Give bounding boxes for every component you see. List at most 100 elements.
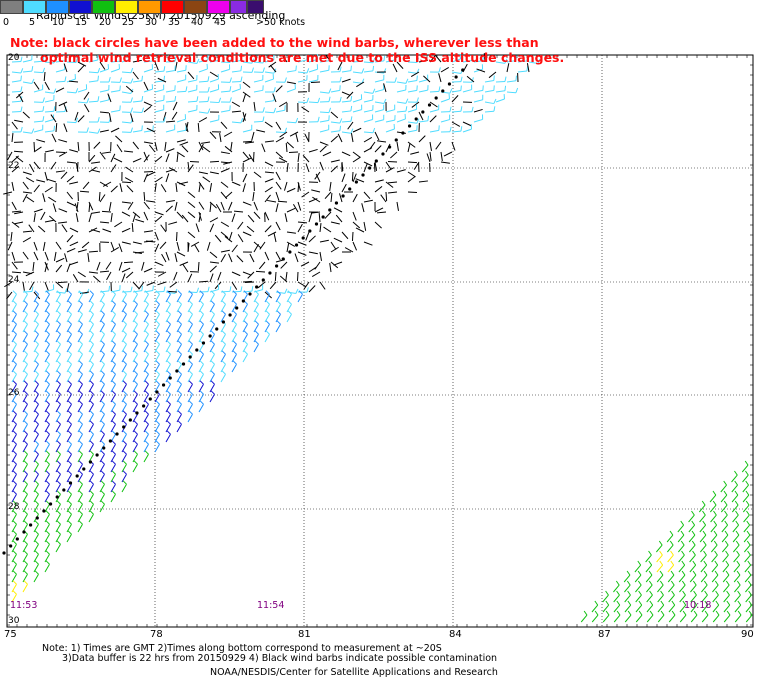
wind-barb: [108, 201, 112, 211]
wind-barb: [484, 75, 495, 83]
wind-barb: [69, 261, 79, 266]
wind-barb: [154, 155, 163, 163]
legend-label: 10: [52, 17, 65, 28]
wind-barb: [143, 191, 146, 202]
wind-barb: [14, 119, 24, 123]
wind-barb: [11, 370, 17, 383]
wind-barb: [323, 226, 332, 233]
wind-barb: [175, 231, 178, 242]
wind-barb: [113, 157, 123, 163]
wind-barb: [198, 400, 204, 413]
wind-barb: [231, 55, 242, 63]
contamination-circle: [454, 75, 458, 79]
wind-barb: [185, 123, 189, 133]
wind-barb: [88, 271, 98, 274]
wind-barb: [248, 154, 255, 163]
wind-barb: [699, 520, 707, 533]
wind-barb: [132, 59, 142, 63]
wind-barb: [451, 121, 461, 127]
wind-barb: [744, 570, 752, 583]
lat-label: 26: [8, 388, 20, 398]
wind-barb: [77, 520, 83, 533]
wind-barb: [11, 580, 17, 593]
wind-barb: [88, 116, 100, 123]
wind-barb: [99, 460, 105, 473]
wind-barb: [22, 520, 28, 533]
wind-barb: [175, 183, 178, 193]
wind-barb: [721, 540, 729, 553]
wind-barb: [154, 380, 160, 393]
wind-barb: [311, 271, 321, 277]
wind-barb: [121, 78, 134, 84]
wind-barb: [407, 104, 418, 113]
wind-barb: [66, 370, 72, 383]
wind-barb: [157, 281, 167, 286]
wind-barb: [179, 181, 189, 185]
wind-barb: [346, 91, 354, 99]
wind-barb: [656, 550, 663, 563]
wind-barb: [173, 271, 178, 281]
wind-barb: [99, 85, 110, 93]
contamination-circle: [341, 194, 345, 198]
wind-barb: [187, 84, 198, 93]
wind-barb: [74, 203, 79, 213]
wind-barb: [165, 340, 171, 353]
wind-barb: [22, 181, 29, 190]
wind-barb: [165, 420, 171, 433]
wind-barb: [154, 61, 159, 71]
wind-barb: [187, 105, 198, 113]
wind-barb: [275, 203, 279, 213]
wind-barb: [121, 201, 131, 204]
wind-barb: [88, 320, 94, 333]
wind-barb: [220, 290, 226, 303]
wind-barb: [231, 290, 237, 303]
wind-barb: [33, 67, 46, 74]
wind-barb: [720, 480, 727, 493]
wind-barb: [319, 161, 324, 171]
wind-barb: [247, 271, 255, 279]
wind-barb: [88, 410, 94, 423]
wind-barb: [55, 370, 61, 383]
wind-barb: [209, 160, 220, 163]
wind-barb: [154, 141, 158, 151]
wind-barb: [121, 107, 133, 113]
wind-barb: [121, 360, 127, 373]
wind-barb: [231, 281, 238, 290]
wind-barb: [176, 139, 186, 143]
wind-barb: [423, 75, 431, 83]
wind-barb: [11, 380, 17, 393]
wind-barb: [81, 241, 90, 249]
wind-barb: [385, 123, 395, 133]
wind-barb: [176, 290, 182, 303]
wind-barb: [132, 125, 143, 133]
wind-barb: [656, 570, 664, 583]
wind-barb: [77, 127, 89, 133]
wind-barb: [44, 171, 48, 181]
wind-barb: [88, 166, 97, 173]
wind-barb: [154, 410, 160, 423]
wind-barb: [209, 203, 212, 213]
wind-barb: [55, 500, 61, 513]
wind-barb: [87, 253, 90, 263]
wind-barb: [308, 148, 318, 153]
wind-barb: [699, 530, 707, 543]
wind-barb: [613, 590, 620, 603]
wind-barb: [325, 54, 332, 63]
wind-barb: [11, 470, 17, 483]
wind-barb: [305, 231, 310, 241]
wind-barb: [44, 490, 50, 503]
wind-barb: [77, 390, 83, 403]
wind-barb: [11, 590, 17, 603]
wind-barb: [337, 61, 343, 71]
wind-barb: [264, 171, 275, 174]
wind-barb: [242, 124, 253, 133]
wind-barb: [63, 63, 68, 73]
wind-barb: [22, 350, 28, 363]
wind-barb: [154, 104, 165, 113]
wind-barb: [91, 211, 101, 214]
wind-barb: [351, 171, 354, 182]
wind-barb: [733, 550, 740, 563]
wind-barb: [209, 265, 217, 273]
wind-barb: [143, 84, 154, 93]
wind-barb: [249, 253, 255, 263]
